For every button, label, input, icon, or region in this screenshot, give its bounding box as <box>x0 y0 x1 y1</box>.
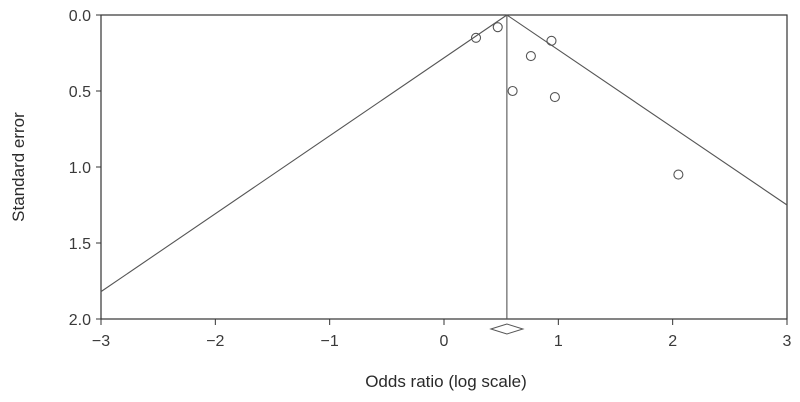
funnel-boundary-line <box>100 14 508 293</box>
x-tick-label: 2 <box>668 333 677 350</box>
y-axis-ticks: 0.0 0.5 1.0 1.5 2.0 <box>69 8 101 329</box>
study-point <box>492 22 503 33</box>
funnel-boundary-line <box>506 14 788 206</box>
x-axis-label: Odds ratio (log scale) <box>365 372 527 391</box>
y-tick-label: 1.0 <box>69 160 91 177</box>
x-tick-label: −1 <box>321 333 339 350</box>
x-tick-label: 1 <box>554 333 563 350</box>
x-tick-label: −3 <box>92 333 110 350</box>
study-point <box>546 35 557 46</box>
funnel-lines <box>100 14 788 319</box>
y-tick-label: 0.0 <box>69 8 91 25</box>
study-point <box>549 92 560 103</box>
pooled-estimate-diamond <box>489 323 525 335</box>
study-point <box>470 32 482 43</box>
x-tick-label: 0 <box>440 333 449 350</box>
pooled-estimate <box>489 323 525 335</box>
study-points <box>470 22 684 180</box>
study-point <box>507 85 518 97</box>
plot-frame <box>100 14 788 320</box>
y-tick-label: 2.0 <box>69 312 91 329</box>
y-tick-label: 1.5 <box>69 236 91 253</box>
x-axis-ticks: −3 −2 −1 0 1 2 3 <box>92 319 792 350</box>
y-tick-label: 0.5 <box>69 84 91 101</box>
x-tick-label: −2 <box>206 333 224 350</box>
study-point <box>525 50 536 62</box>
x-tick-label: 3 <box>783 333 792 350</box>
y-axis-label: Standard error <box>9 112 28 222</box>
study-point <box>673 169 684 180</box>
